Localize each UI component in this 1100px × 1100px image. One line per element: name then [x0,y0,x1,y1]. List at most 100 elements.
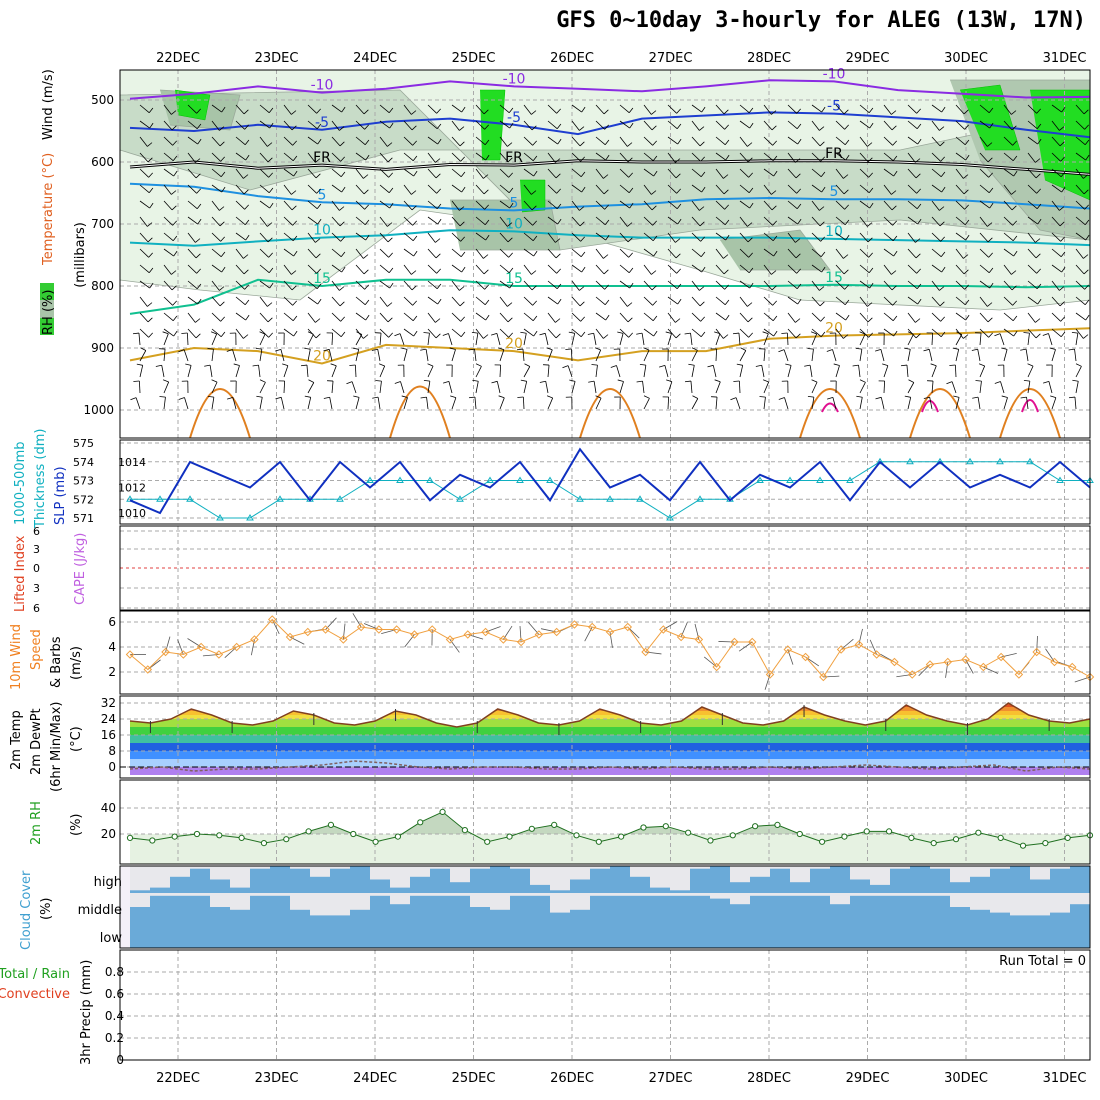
wind-barb [883,168,894,177]
wind-barb-flag [724,284,729,290]
wind-barb [619,296,628,307]
wind-barb [427,264,437,274]
cloud-cell [750,921,771,948]
wind-speed-marker [712,662,721,672]
wind-barb-flag [1059,126,1065,131]
thickness-marker [846,476,854,483]
wind-speed-marker [925,660,935,669]
wind-barb [547,216,558,225]
wind-barb [451,280,460,291]
wind-barb [475,168,484,179]
wind-barb [691,365,695,378]
wind-barb [787,216,798,225]
wind-barb-flag [1083,254,1089,259]
wind-barb-flag [1035,173,1041,179]
wind-barb-flag [724,299,730,305]
temperature-contour-line [129,327,1091,365]
wind-barb-flag [556,188,561,194]
cloud-cell [970,909,991,921]
wind-barb-flag [747,302,753,307]
cloud-cell [370,921,391,948]
wind-barb-flag [315,318,321,323]
wind-barb [1051,216,1061,227]
wind-barb-flag [1060,171,1066,177]
wind-barb [523,280,533,291]
wind-barb [643,296,653,306]
wind-barb [1027,184,1037,194]
wind-barb-flag [140,347,147,351]
wind-barb-flag [436,283,442,289]
wind-barb [163,200,173,211]
wind-barb [811,216,821,227]
cloud-cell-bg [230,866,251,893]
cloud-cell [250,921,271,948]
wind-barb [351,381,357,394]
wind-barb [523,248,534,257]
wind-barb [451,312,461,322]
wind-barb [331,200,340,211]
wind-barb [883,232,894,242]
wind-barb-flag [988,267,994,273]
wind-barb [523,381,528,394]
wind-barb-flag [243,174,249,179]
wind-barb [571,152,581,162]
rh-marker [707,837,714,844]
wind-barb-flag [364,219,370,225]
rh-marker [394,833,402,840]
wind-speed-marker [587,622,597,632]
wind-barb-flag [1035,253,1041,259]
wind-barb-flag [459,141,465,147]
date-label-top: 23DEC [255,51,299,66]
wind-barb [499,349,505,362]
wind-barb-flag [1012,300,1017,306]
wind-barb-flag [316,268,321,274]
wind-barb [931,381,934,394]
wind-speed-line [129,618,1091,678]
wind-barb-flag [868,252,873,258]
wind-barb-flag [699,301,705,307]
wind-barb-flag [485,314,490,321]
wind-barb [787,184,797,194]
wind-barb [544,333,549,346]
rh-high-region [174,89,211,121]
cloud-cell [470,907,491,921]
wind-speed-marker [801,652,810,662]
cloud-cell [130,890,151,893]
wind-barb [907,136,918,145]
thickness-marker [636,495,644,502]
wind-barb [739,296,748,307]
wind-barb-flag [591,364,598,366]
rh-marker [171,833,178,840]
wind-barb-flag [389,122,394,129]
wind-barb-flag [581,266,586,273]
wind-barb [187,200,198,210]
wind-barb [619,120,630,129]
wind-barb [787,248,797,259]
wind-barb [619,168,629,178]
wind-barb [907,232,916,243]
wind-units-axis-label: (m/s) [69,646,84,680]
wind-barb-flag [972,396,979,399]
wind-barb [448,381,453,394]
wind-barb [331,248,342,258]
cloud-cell [970,876,991,893]
wind-barb-flag [892,220,897,226]
wind-barb [691,120,700,131]
wind-barb-flag [244,124,249,130]
wind-barb [331,136,341,147]
thickness-marker [1026,457,1034,465]
wind-barb-flag [1036,108,1041,114]
wind-barb-flag [562,365,569,369]
wind-barb [403,312,414,322]
wind-barb-flag [795,238,801,243]
wind-barb-flag [459,301,465,307]
temperature-band [130,711,1090,715]
wind-barb [163,216,173,226]
wind-barb-flag [700,171,706,177]
wind-barb [571,104,582,113]
wind-barb-flag [172,220,177,226]
wind-barb-flag [892,155,898,161]
cloud-cell [990,912,1011,921]
wind-barb [715,184,725,195]
wind-barb [999,333,1005,346]
